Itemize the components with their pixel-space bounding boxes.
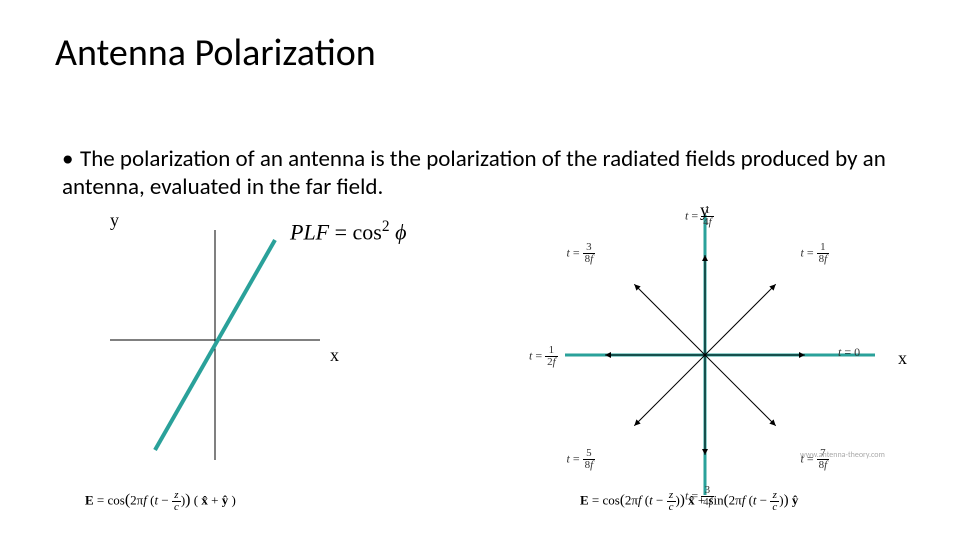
circular-polarization-diagram: y x t = 0t = 18ft = 14ft = 38ft = 12ft =… [500,200,940,520]
circular-field-equation: E = cos(2πf (t − zc)) x̂ + sin(2πf (t − … [580,490,798,513]
time-label: t = 38f [566,242,595,265]
left-y-label: y [110,210,119,231]
rotation-arrow [705,284,776,355]
page-title: Antenna Polarization [55,30,376,76]
formula-exp: 2 [382,218,390,235]
linear-field-equation: E = cos(2πf (t − zc)) ( x̂ + ŷ ) [85,490,236,513]
time-label: t = 58f [566,448,595,471]
bullet-text: The polarization of an antenna is the po… [62,145,886,201]
linear-diagram-svg [100,210,360,490]
rotation-arrow [634,355,705,426]
time-label: t = 0 [838,345,860,360]
watermark: www.antenna-theory.com [800,450,885,460]
time-label: t = 14f [685,205,714,228]
time-label: t = 18f [801,242,830,265]
rotation-arrow [705,355,776,426]
rotation-arrow [634,284,705,355]
time-label: t = 12f [529,345,558,368]
bullet-marker: • [62,146,80,174]
left-x-label: x [330,345,339,366]
right-x-label: x [898,348,907,369]
body-bullet: •The polarization of an antenna is the p… [62,146,902,201]
linear-polarization-diagram: y x [100,210,360,490]
formula-arg: ϕ [395,219,406,244]
